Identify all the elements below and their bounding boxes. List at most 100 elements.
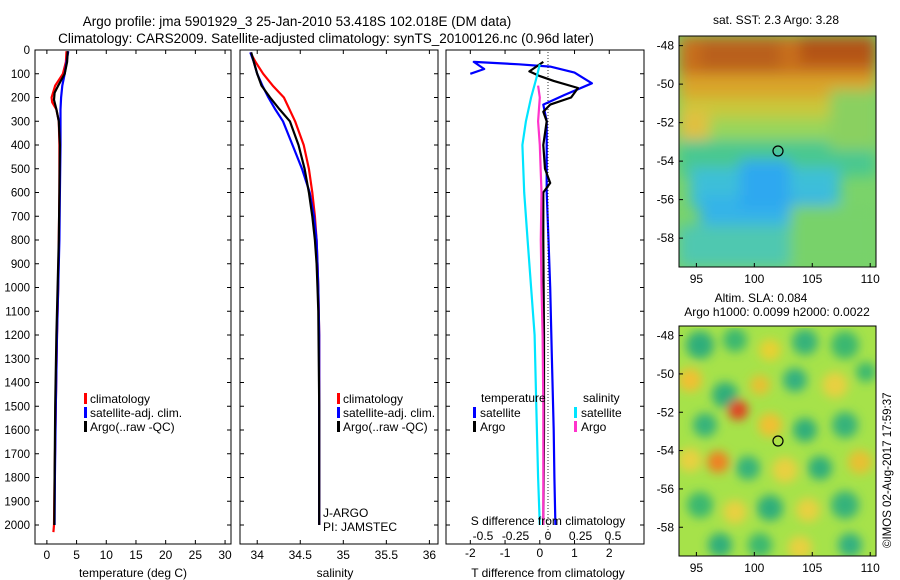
sst-colour-patch [679, 225, 799, 267]
legend-label-climatology: climatology [90, 392, 150, 406]
series-line-satellite [521, 64, 541, 526]
map-y-tick-label: -48 [657, 39, 675, 53]
sla-colour-patch [832, 412, 858, 438]
sla-colour-patch [838, 533, 862, 556]
y-tick-label: 100 [11, 69, 30, 81]
map-y-tick-label: -56 [657, 193, 675, 207]
sst-colour-patch [740, 160, 790, 210]
sla-map-title: Altim. SLA: 0.084 [715, 291, 808, 305]
y-tick-label: 700 [11, 211, 30, 223]
x-tick-label: 30 [218, 548, 232, 562]
annotation-pi: PI: JAMSTEC [323, 520, 397, 534]
legend-label-satellite: satellite-adj. clim. [343, 406, 435, 420]
y-tick-label: 400 [11, 140, 30, 152]
s-tick-label: 0.25 [569, 529, 593, 543]
sla-colour-patch [707, 451, 729, 473]
map-y-tick-label: -54 [657, 154, 675, 168]
x-tick-label: 15 [129, 548, 143, 562]
sla-colour-patch [686, 331, 714, 359]
sla-colour-patch [723, 328, 747, 352]
sla-map-frame [678, 325, 877, 557]
sst-map-title: sat. SST: 2.3 Argo: 3.28 [713, 13, 839, 27]
y-tick-label: 1900 [4, 496, 30, 508]
legend-label-satellite: satellite-adj. clim. [90, 406, 182, 420]
sla-colour-patch [788, 536, 812, 556]
y-tick-label: 300 [11, 116, 30, 128]
map-y-tick-label: -58 [657, 520, 675, 534]
sst-colour-patch [830, 90, 876, 150]
legend-label-s-satellite: satellite [581, 406, 622, 420]
x-tick-label: 5 [73, 548, 80, 562]
y-tick-label: 1500 [4, 401, 30, 413]
sst-field [679, 36, 876, 267]
s-difference-label: S difference from climatology [471, 514, 626, 528]
difference-legend: temperature salinity satellite Argo sate… [473, 391, 622, 434]
sla-colour-patch [831, 331, 859, 359]
legend-swatch-climatology [84, 393, 87, 404]
legend-label-climatology: climatology [343, 392, 403, 406]
sla-colour-patch [679, 448, 702, 472]
sla-colour-patch [712, 382, 738, 408]
difference-panel: -2 -1 0 1 2 -0.5 -0.25 0 0.25 0.5 S difference f… [445, 49, 645, 580]
legend-title-temperature: temperature [481, 391, 546, 405]
legend-label-argo: Argo(..raw -QC) [343, 420, 428, 434]
series-line-argo [528, 60, 580, 526]
y-tick-label: 200 [11, 93, 30, 105]
s-tick-label: -0.5 [473, 529, 494, 543]
map-y-tick-label: -48 [657, 329, 675, 343]
salinity-panel: 34 34.5 35 35.5 36 salinity climatology sate… [239, 49, 439, 580]
salinity-axes-frame [239, 49, 439, 545]
y-tick-label: 1600 [4, 425, 30, 437]
legend-swatch-t-satellite [473, 407, 476, 418]
x-tick-label: 0 [536, 546, 543, 560]
legend-swatch-satellite [337, 407, 340, 418]
x-tick-label: -1 [500, 546, 511, 560]
x-tick-label: 10 [100, 548, 114, 562]
sla-colour-patch [693, 413, 717, 437]
map-x-tick-label: 100 [744, 272, 764, 286]
sla-colour-patch [687, 492, 713, 518]
sst-argo-marker [772, 145, 784, 157]
sst-colour-patch [679, 110, 709, 140]
sst-colour-patch [800, 36, 876, 64]
map-x-tick-label: 110 [861, 272, 880, 286]
sla-colour-patch [679, 368, 702, 392]
annotation-program: J-ARGO [323, 506, 368, 520]
map-y-tick-label: -52 [657, 405, 675, 419]
series-line-argo-raw-qc [250, 52, 321, 525]
y-tick-label: 1400 [4, 378, 30, 390]
sla-argo-marker [772, 435, 784, 447]
legend-label-t-satellite: satellite [480, 406, 521, 420]
sla-map-base [679, 326, 876, 556]
imos-timestamp: ©IMOS 02-Aug-2017 17:59:37 [882, 392, 894, 548]
series-line-argo [536, 85, 545, 525]
legend-swatch-argo [84, 421, 87, 432]
legend-swatch-satellite [84, 407, 87, 418]
legend-label-t-argo: Argo [480, 420, 506, 434]
sst-colour-patch [700, 40, 780, 70]
x-tick-label: 25 [189, 548, 203, 562]
x-tick-label: 34.5 [289, 548, 313, 562]
salinity-x-label: salinity [317, 566, 354, 580]
salinity-legend: climatology satellite-adj. clim. Argo(..… [337, 392, 435, 434]
y-tick-label: 500 [11, 164, 30, 176]
x-tick-label: 36 [423, 548, 437, 562]
map-x-tick-label: 95 [690, 561, 704, 575]
sla-colour-patch [759, 339, 781, 361]
x-tick-label: 35.5 [375, 548, 399, 562]
header-line-1: Argo profile: jma 5901929_3 25-Jan-2010 … [83, 14, 512, 29]
s-tick-label: -0.25 [502, 529, 530, 543]
x-tick-label: 1 [571, 546, 578, 560]
legend-label-argo: Argo(..raw -QC) [90, 420, 175, 434]
difference-axes-frame [445, 49, 645, 545]
temperature-x-label: temperature (deg C) [79, 566, 187, 580]
x-tick-label: 20 [159, 548, 173, 562]
sla-colour-patch [808, 456, 832, 480]
series-line-satellite-adj-clim [249, 52, 321, 525]
y-tick-label: 1800 [4, 473, 30, 485]
sla-field [679, 328, 876, 556]
map-y-tick-label: -50 [657, 77, 675, 91]
x-tick-label: 34 [251, 548, 265, 562]
series-line-satellite [469, 60, 594, 526]
